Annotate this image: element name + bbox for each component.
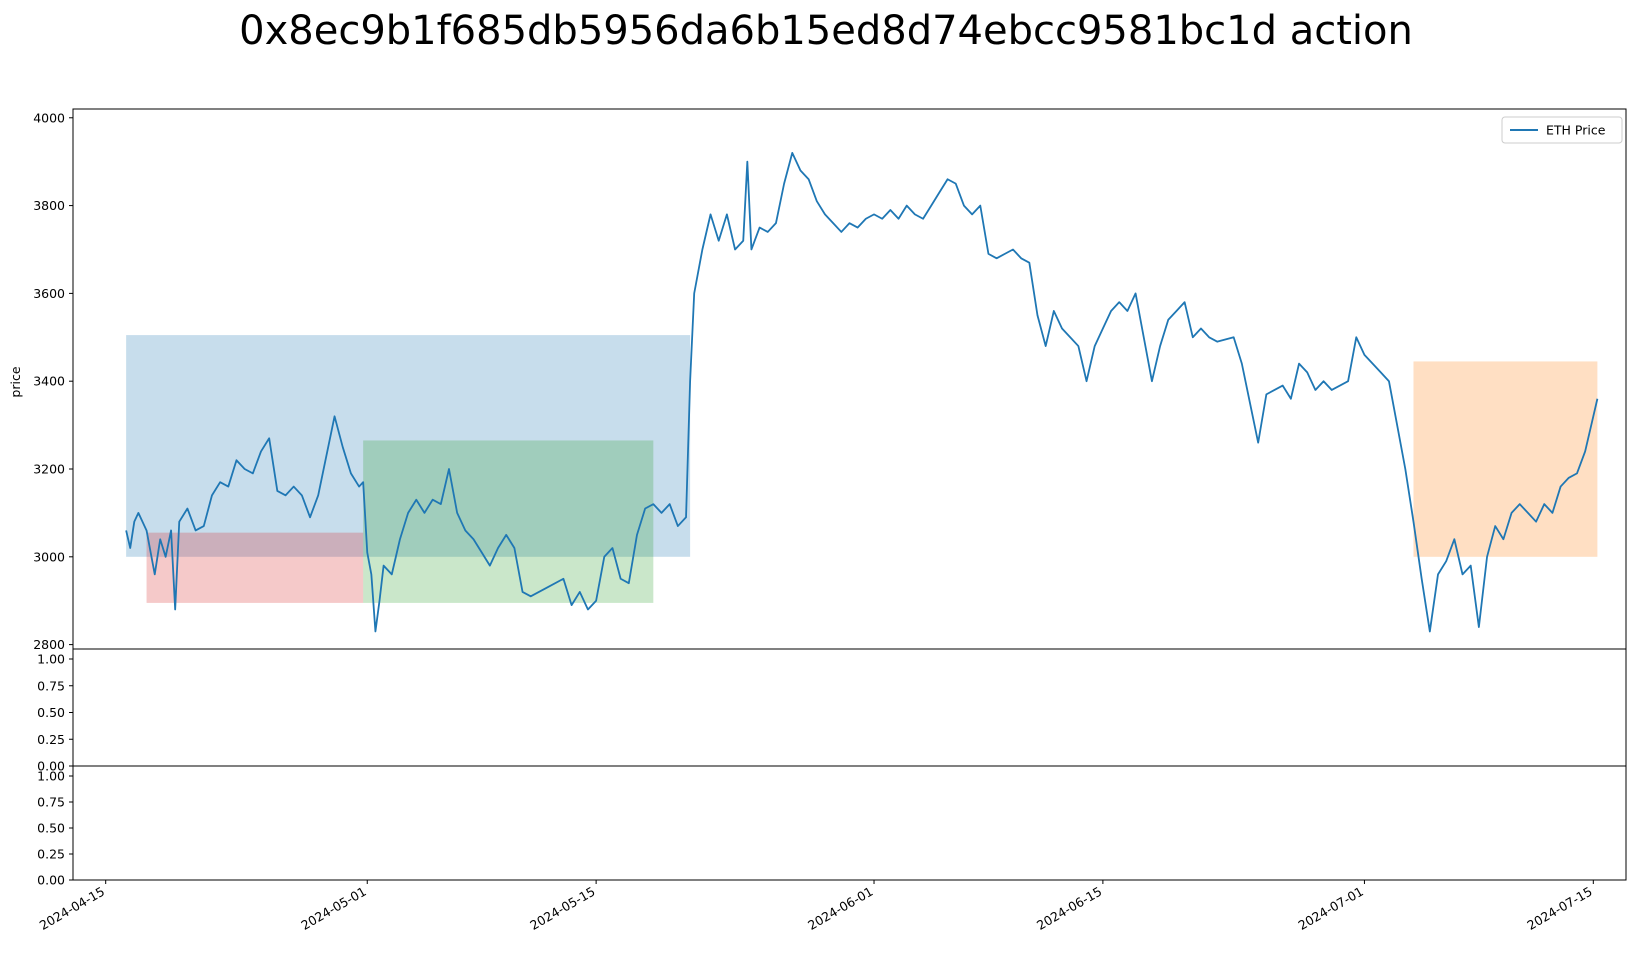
subplot-2-y-tick-label: 1.00 bbox=[37, 769, 65, 784]
x-tick-label: 2024-07-15 bbox=[1524, 884, 1594, 933]
y-tick-label: 3800 bbox=[33, 198, 65, 213]
subplot-1-y-tick-label: 1.00 bbox=[37, 652, 65, 667]
y-tick-label: 3600 bbox=[33, 286, 65, 301]
subplot-2-y-tick-label: 0.75 bbox=[37, 795, 65, 810]
y-axis-label: price bbox=[8, 366, 23, 397]
series-line-eth-price bbox=[125, 152, 1599, 633]
x-tick-label: 2024-04-15 bbox=[37, 884, 107, 933]
chart-title: 0x8ec9b1f685db5956da6b15ed8d74ebcc9581bc… bbox=[239, 8, 1413, 54]
x-tick-label: 2024-05-01 bbox=[298, 884, 368, 933]
x-tick-label: 2024-07-01 bbox=[1296, 884, 1366, 933]
y-tick-label: 4000 bbox=[33, 110, 65, 125]
subplot-1-frame bbox=[72, 648, 1627, 767]
highlight-region-2 bbox=[146, 532, 364, 603]
x-tick-label: 2024-06-15 bbox=[1034, 884, 1104, 933]
subplot-2-frame bbox=[72, 765, 1627, 881]
subplot-2-y-tick-label: 0.00 bbox=[37, 873, 65, 888]
legend-label: ETH Price bbox=[1546, 123, 1606, 138]
y-tick-label: 2800 bbox=[33, 637, 65, 652]
highlight-region-3 bbox=[363, 440, 654, 603]
y-tick-label: 3400 bbox=[33, 374, 65, 389]
subplot-1-y-tick-label: 0.25 bbox=[37, 732, 65, 747]
subplot-1-y-tick-label: 0.75 bbox=[37, 678, 65, 693]
subplot-2-y-tick-label: 0.50 bbox=[37, 821, 65, 836]
subplot-1-y-tick-label: 0.00 bbox=[37, 759, 65, 774]
subplot-1-y-tick-label: 0.50 bbox=[37, 705, 65, 720]
highlight-region-1 bbox=[126, 335, 691, 557]
axes-frames bbox=[72, 108, 1627, 881]
x-tick-label: 2024-05-15 bbox=[527, 884, 597, 933]
highlight-region-4 bbox=[1413, 361, 1598, 557]
y-tick-label: 3000 bbox=[33, 549, 65, 564]
subplot-2-y-tick-label: 0.25 bbox=[37, 847, 65, 862]
legend-box bbox=[1501, 116, 1623, 144]
y-tick-label: 3200 bbox=[33, 462, 65, 477]
x-tick-label: 2024-06-01 bbox=[805, 884, 875, 933]
price-line-layer bbox=[125, 152, 1599, 633]
highlight-regions bbox=[126, 335, 1598, 603]
legend: ETH Price bbox=[1501, 116, 1623, 144]
